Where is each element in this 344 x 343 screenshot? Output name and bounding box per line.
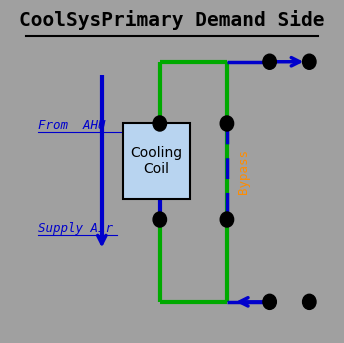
Bar <box>123 123 190 199</box>
Circle shape <box>303 54 316 69</box>
Circle shape <box>153 116 166 131</box>
Text: Cooling
Coil: Cooling Coil <box>131 146 183 176</box>
Text: From  AHU: From AHU <box>38 119 105 132</box>
Circle shape <box>220 116 234 131</box>
Circle shape <box>263 294 276 309</box>
Circle shape <box>303 294 316 309</box>
Text: Bypass: Bypass <box>237 149 250 194</box>
Circle shape <box>153 212 166 227</box>
Circle shape <box>263 54 276 69</box>
Circle shape <box>220 212 234 227</box>
Text: CoolSysPrimary Demand Side: CoolSysPrimary Demand Side <box>19 10 325 30</box>
Text: Supply Air: Supply Air <box>38 222 113 235</box>
